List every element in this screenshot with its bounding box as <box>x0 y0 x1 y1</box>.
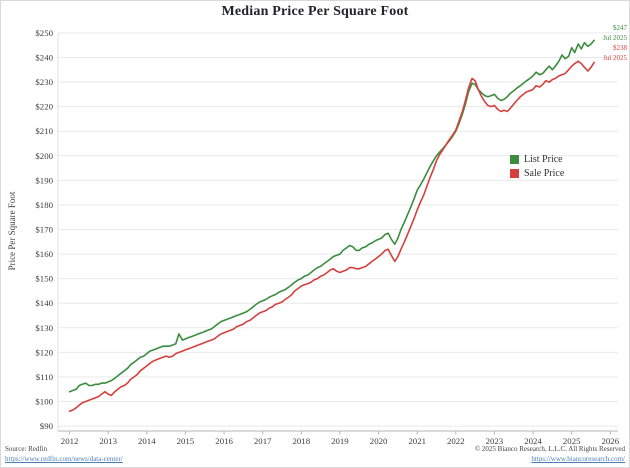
x-tick-label: 2023 <box>486 436 504 446</box>
x-tick-label: 2018 <box>293 436 311 446</box>
list-price-swatch-icon <box>510 155 519 164</box>
copyright-note: © 2025 Bianco Research, L.L.C. All Right… <box>475 445 625 465</box>
y-tick-label: $90 <box>40 421 54 431</box>
y-tick-label: $240 <box>35 53 53 63</box>
x-tick-label: 2017 <box>254 436 272 446</box>
y-tick-label: $180 <box>35 200 53 210</box>
source-link[interactable]: https://www.redfin.com/news/data-center/ <box>5 455 123 464</box>
y-tick-label: $100 <box>35 397 53 407</box>
annotation-sale-price: $238 Jul 2025 <box>603 44 627 64</box>
y-tick-label: $120 <box>35 347 53 357</box>
y-tick-label: $230 <box>35 77 53 87</box>
x-tick-label: 2022 <box>447 436 465 446</box>
x-tick-label: 2012 <box>61 436 79 446</box>
copyright-link[interactable]: https://www.biancoresearch.com/ <box>531 455 625 464</box>
x-tick-label: 2019 <box>331 436 349 446</box>
x-tick-label: 2015 <box>177 436 195 446</box>
y-tick-label: $130 <box>35 323 53 333</box>
series-line-sale-price <box>68 60 595 413</box>
source-label: Source: Redfin <box>5 445 48 454</box>
y-tick-label: $210 <box>35 126 53 136</box>
x-tick-label: 2013 <box>99 436 117 446</box>
x-tick-label: 2025 <box>563 436 581 446</box>
annotation-list-price-date: Jul 2025 <box>603 33 627 42</box>
y-tick-label: $150 <box>35 274 53 284</box>
annotation-list-price-value: $247 <box>613 24 627 32</box>
y-tick-label: $220 <box>35 102 53 112</box>
legend-label-list-price: List Price <box>524 154 563 165</box>
annotation-list-price: $247 Jul 2025 <box>603 24 627 44</box>
annotation-sale-price-value: $238 <box>613 44 627 52</box>
y-tick-label: $140 <box>35 298 53 308</box>
x-tick-label: 2014 <box>138 436 156 446</box>
annotation-sale-price-date: Jul 2025 <box>603 53 627 62</box>
source-note: Source: Redfin https://www.redfin.com/ne… <box>5 445 123 465</box>
y-tick-label: $190 <box>35 175 53 185</box>
x-tick-label: 2020 <box>370 436 388 446</box>
sale-price-swatch-icon <box>510 169 519 178</box>
y-axis-title: Price Per Square Foot <box>7 191 17 271</box>
x-tick-label: 2026 <box>602 436 620 446</box>
x-tick-label: 2024 <box>524 436 542 446</box>
y-tick-label: $110 <box>36 372 54 382</box>
chart-legend: List Price Sale Price <box>510 154 564 182</box>
legend-item-sale-price: Sale Price <box>510 168 564 179</box>
x-tick-label: 2016 <box>215 436 233 446</box>
y-tick-label: $250 <box>35 28 53 38</box>
copyright-label: © 2025 Bianco Research, L.L.C. All Right… <box>474 445 625 454</box>
y-tick-label: $170 <box>35 225 53 235</box>
x-tick-label: 2021 <box>408 436 426 446</box>
chart-title: Median Price Per Square Foot <box>221 4 409 19</box>
y-tick-label: $160 <box>35 249 53 259</box>
series-line-list-price <box>68 39 595 393</box>
y-tick-label: $200 <box>35 151 53 161</box>
legend-item-list-price: List Price <box>510 154 564 165</box>
legend-label-sale-price: Sale Price <box>524 168 565 179</box>
